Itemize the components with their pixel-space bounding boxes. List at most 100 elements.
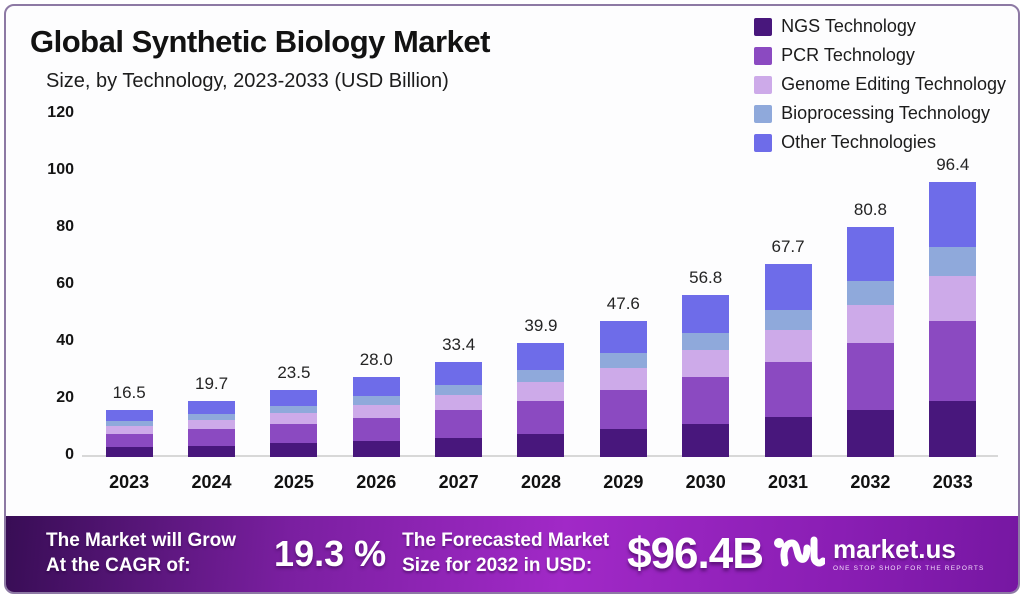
bar-group-2026: 28.0 2026 — [335, 115, 417, 492]
bar-segment — [188, 419, 236, 430]
bar-segment — [105, 425, 153, 434]
bar-group-2024: 19.7 2024 — [171, 115, 253, 492]
bar-segment — [188, 414, 236, 420]
bar-segment — [599, 353, 647, 368]
legend-swatch-icon — [754, 17, 773, 36]
stacked-bar — [188, 400, 236, 457]
bar-group-2032: 80.8 2032 — [829, 115, 911, 492]
bar-segment — [846, 409, 894, 457]
forecast-value: $96.4B — [627, 529, 764, 578]
y-tick-20: 20 — [56, 389, 74, 406]
legend-label: Genome Editing Technology — [781, 74, 1006, 94]
bar-group-2027: 33.4 2027 — [418, 115, 500, 492]
bar-segment — [929, 400, 977, 457]
bar-segment — [846, 226, 894, 282]
bar-total-label: 56.8 — [689, 268, 723, 288]
bar-total-label: 67.7 — [771, 237, 805, 257]
y-axis: 120 100 80 60 40 20 0 — [20, 6, 74, 592]
cagr-value: 19.3 % — [274, 533, 387, 574]
y-tick-0: 0 — [65, 446, 74, 463]
cagr-label-line1: The Market will Grow — [46, 530, 237, 552]
bar-segment — [105, 433, 153, 448]
bar-segment — [599, 429, 647, 457]
bar-segment — [435, 384, 483, 395]
x-axis-label: 2027 — [438, 472, 479, 492]
cagr-label-line2: At the CAGR of: — [46, 555, 191, 576]
bar-total-label: 96.4 — [936, 155, 970, 175]
bar-total-label: 19.7 — [194, 373, 229, 393]
bar-segment — [682, 350, 730, 378]
bar-segment — [929, 276, 977, 322]
bar-segment — [599, 321, 647, 354]
stacked-bar — [517, 343, 565, 457]
bar-segment — [435, 394, 483, 411]
bar-segment — [270, 412, 318, 424]
legend-item-1: PCR Technology — [754, 43, 1006, 68]
bar-total-label: 23.5 — [277, 363, 311, 383]
y-tick-100: 100 — [47, 161, 74, 178]
bar-segment — [846, 281, 894, 306]
bar-segment — [517, 433, 565, 457]
forecast-label-line1: The Forecasted Market — [402, 530, 610, 552]
stacked-bar — [764, 264, 812, 457]
bar-segment — [929, 321, 977, 401]
legend-swatch-icon — [754, 75, 773, 94]
x-axis-label: 2032 — [850, 472, 891, 492]
stacked-bar — [435, 361, 483, 457]
bar-segment — [846, 343, 894, 410]
bar-group-2023: 16.5 2023 — [88, 115, 170, 492]
bar-segment — [764, 417, 812, 457]
plot-area: 16.5 2023 19.7 2024 23.5 2025 28.0 2026 33.4 2027… — [88, 115, 994, 492]
brand-name: market.us — [832, 534, 956, 564]
bar-segment — [517, 370, 565, 383]
bar-total-label: 39.9 — [524, 316, 558, 336]
x-axis-label: 2029 — [603, 472, 644, 492]
bar-segment — [682, 295, 730, 334]
stacked-bar — [270, 390, 318, 457]
bar-segment — [929, 182, 977, 248]
bar-segment — [352, 440, 400, 457]
x-axis-label: 2024 — [191, 472, 232, 492]
x-axis-label: 2028 — [520, 472, 561, 492]
brand-block: market.us ONE STOP SHOP FOR THE REPORTS — [773, 532, 985, 577]
bar-segment — [352, 396, 400, 405]
cagr-label: The Market will Grow At the CAGR of: — [46, 529, 236, 578]
bar-segment — [270, 423, 318, 444]
bar-segment — [682, 377, 730, 424]
bar-segment — [105, 410, 153, 422]
bar-group-2031: 67.7 2031 — [747, 115, 829, 492]
stacked-bar — [352, 377, 400, 457]
y-tick-60: 60 — [56, 275, 74, 292]
bar-total-label: 80.8 — [853, 199, 887, 219]
bar-segment — [764, 309, 812, 330]
legend-label: Other Technologies — [781, 132, 936, 152]
legend-label: NGS Technology — [781, 16, 916, 36]
legend-item-2: Genome Editing Technology — [754, 72, 1006, 97]
bar-segment — [352, 404, 400, 418]
bar-total-label: 16.5 — [112, 383, 146, 402]
bar-segment — [517, 382, 565, 401]
legend-swatch-icon — [754, 46, 773, 65]
bottom-banner: The Market will Grow At the CAGR of: 19.… — [6, 516, 1018, 592]
legend-label: Bioprocessing Technology — [781, 103, 990, 123]
stacked-bar — [105, 410, 153, 457]
x-axis-label: 2031 — [768, 472, 809, 492]
stacked-bar — [682, 295, 730, 457]
bar-segment — [352, 377, 400, 397]
stacked-bar — [599, 321, 647, 457]
bar-segment — [435, 437, 483, 457]
bar-segment — [682, 423, 730, 457]
stacked-bar — [846, 226, 894, 457]
forecast-label: The Forecasted Market Size for 2032 in U… — [402, 529, 609, 578]
bar-group-2025: 23.5 2025 — [253, 115, 335, 492]
x-axis-label: 2030 — [685, 472, 726, 492]
bar-segment — [599, 390, 647, 430]
x-axis-label: 2033 — [932, 472, 973, 492]
bar-group-2029: 47.6 2029 — [582, 115, 664, 492]
x-axis-label: 2026 — [356, 472, 397, 492]
bar-segment — [682, 333, 730, 351]
legend-item-0: NGS Technology — [754, 14, 1006, 39]
chart-subtitle: Size, by Technology, 2023-2033 (USD Bill… — [46, 70, 449, 92]
bar-group-2028: 39.9 2028 — [500, 115, 582, 492]
y-tick-120: 120 — [47, 104, 74, 121]
